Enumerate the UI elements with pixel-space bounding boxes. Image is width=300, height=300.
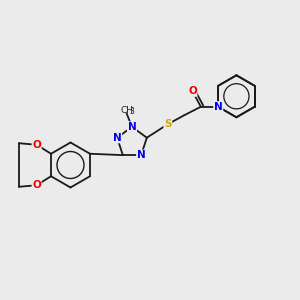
Text: N: N [128, 122, 136, 132]
Text: O: O [32, 140, 41, 150]
Text: S: S [164, 119, 172, 129]
Text: 3: 3 [130, 107, 134, 116]
Text: O: O [32, 180, 41, 190]
Text: CH: CH [120, 106, 133, 115]
Text: N: N [113, 133, 122, 143]
Text: N: N [137, 150, 146, 160]
Text: N: N [214, 102, 223, 112]
Text: O: O [188, 86, 197, 96]
